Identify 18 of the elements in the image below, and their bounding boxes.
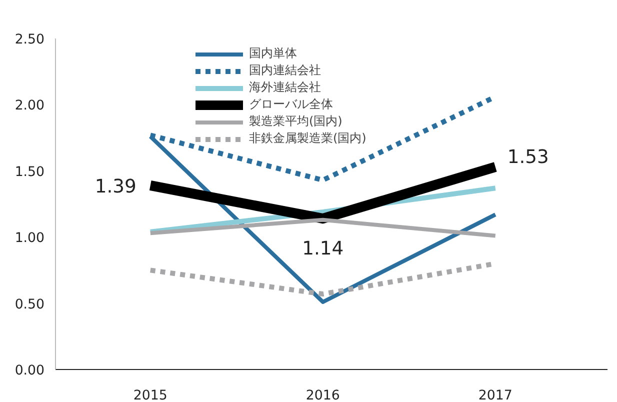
legend-label: グローバル全体 <box>249 96 333 113</box>
text: 2.00 <box>14 98 45 114</box>
legend-label: 製造業平均(国内) <box>249 113 342 130</box>
text: 1.00 <box>14 231 45 246</box>
text: 0.00 <box>14 364 45 378</box>
text: 1.50 <box>14 164 45 180</box>
legend-label: 国内単体 <box>249 45 297 62</box>
data-label: 1.53 <box>507 146 549 168</box>
legend-label: 海外連結会社 <box>249 79 321 96</box>
x-tick-label: 2015 <box>133 388 168 402</box>
data-label: 1.39 <box>94 176 136 198</box>
x-tick-label: 2016 <box>306 388 340 402</box>
legend-label: 国内連結会社 <box>249 62 321 79</box>
data-label: 1.14 <box>302 238 344 260</box>
text: 2.50 <box>14 32 45 48</box>
legend-label: 非鉄金属製造業(国内) <box>249 130 366 147</box>
x-tick-label: 2017 <box>478 388 512 402</box>
text: 0.50 <box>14 297 45 312</box>
